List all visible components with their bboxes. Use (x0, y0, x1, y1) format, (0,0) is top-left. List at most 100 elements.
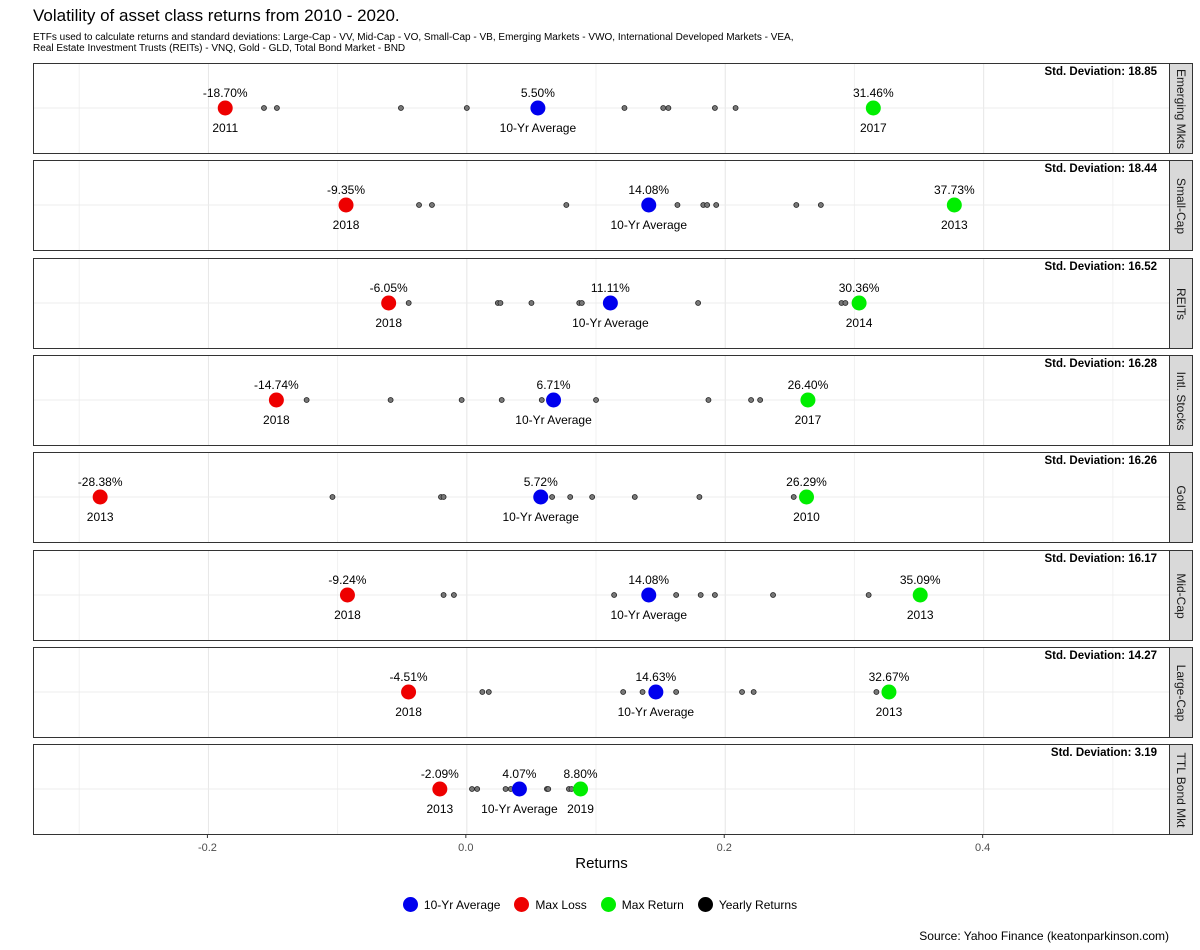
yearly-return-point (458, 397, 465, 403)
yearly-return-point (757, 397, 764, 403)
std-deviation-label: Std. Deviation: 16.26 (1045, 455, 1157, 467)
max-loss-point (432, 781, 448, 797)
average-value: 14.08% (628, 573, 669, 587)
x-tick-label: -0.2 (198, 842, 217, 854)
strip-small-cap: Small-Cap (1169, 160, 1193, 251)
std-deviation-label: Std. Deviation: 16.17 (1045, 553, 1157, 565)
max-loss-year: 2011 (212, 121, 238, 135)
source-caption: Source: Yahoo Finance (keatonparkinson.c… (919, 929, 1169, 943)
panel-emerging-mkts: Std. Deviation: 18.85 -18.70% 2011 5.50% 10-… (33, 63, 1170, 154)
yearly-return-point (639, 689, 646, 695)
yearly-return-point (739, 689, 745, 695)
average-value: 14.63% (636, 670, 677, 684)
max-loss-point (217, 100, 233, 116)
strip-emerging-mkts: Emerging Mkts (1169, 63, 1193, 154)
std-deviation-label: Std. Deviation: 18.44 (1045, 163, 1158, 175)
yearly-return-point (631, 494, 638, 500)
strip-label-mid-cap: Mid-Cap (1174, 572, 1188, 619)
std-deviation-label: Std. Deviation: 18.85 (1045, 66, 1158, 78)
average-label: 10-Yr Average (618, 705, 695, 719)
x-tick-label: 0.0 (458, 842, 473, 854)
legend-loss-label: Max Loss (535, 897, 587, 912)
max-loss-value: -14.74% (254, 378, 299, 392)
yearly-return-point (842, 300, 849, 306)
panel-plot-small-cap: Std. Deviation: 18.44 -9.35% 2018 14.08% 10-… (34, 161, 1169, 250)
average-value: 14.08% (628, 183, 669, 197)
average-point (641, 587, 657, 603)
max-loss-year: 2018 (395, 705, 422, 719)
legend-item-loss: Max Loss (514, 897, 587, 912)
max-loss-value: -2.09% (421, 767, 459, 781)
yearly-return-point (502, 786, 509, 792)
max-loss-year: 2018 (263, 413, 290, 427)
max-return-point (573, 781, 589, 797)
std-deviation-label: Std. Deviation: 3.19 (1051, 747, 1157, 759)
max-return-point (799, 489, 815, 505)
yearly-return-point (538, 397, 545, 403)
max-return-value: 31.46% (853, 86, 894, 100)
panel-plot-ttl-bond-mkt: Std. Deviation: 3.19 -2.09% 2013 4.07% 10-Yr… (34, 745, 1169, 834)
yearly-return-point (528, 300, 535, 306)
yearly-return-point (673, 592, 680, 598)
max-loss-value: -9.35% (327, 183, 365, 197)
panel-small-cap: Std. Deviation: 18.44 -9.35% 2018 14.08% 10-… (33, 160, 1170, 251)
yearly-return-point (589, 494, 596, 500)
legend-item-max: Max Return (600, 897, 684, 912)
max-return-year: 2013 (941, 218, 968, 232)
average-value: 4.07% (502, 767, 536, 781)
yearly-return-point (793, 202, 800, 208)
yearly-return-point (770, 592, 776, 598)
chart-title: Volatility of asset class returns from 2… (33, 6, 400, 25)
average-label: 10-Yr Average (515, 413, 592, 427)
max-return-year: 2013 (907, 608, 934, 622)
yearly-return-point (485, 689, 492, 695)
max-loss-value: -28.38% (78, 475, 123, 489)
max-return-year: 2019 (567, 802, 594, 816)
strip-label-emerging-mkts: Emerging Mkts (1174, 68, 1188, 149)
average-point (641, 197, 657, 213)
yearly-return-point (674, 202, 681, 208)
max-loss-value: -18.70% (203, 86, 248, 100)
average-point (511, 781, 527, 797)
yearly-return-point (697, 592, 704, 598)
strip-ttl-bond-mkt: TTL Bond Mkt (1169, 744, 1193, 835)
max-loss-point (401, 684, 417, 700)
yearly-return-point (712, 105, 718, 111)
average-label: 10-Yr Average (502, 510, 579, 524)
panel-mid-cap: Std. Deviation: 16.17 -9.24% 2018 14.08% 10-… (33, 550, 1170, 641)
legend-yearly-dot (697, 897, 713, 912)
yearly-return-point (274, 105, 280, 111)
strip-label-small-cap: Small-Cap (1174, 177, 1188, 234)
max-loss-year: 2018 (334, 608, 361, 622)
strip-reits: REITs (1169, 258, 1193, 349)
yearly-return-point (261, 105, 267, 111)
average-value: 11.11% (591, 281, 630, 295)
yearly-return-point (621, 105, 628, 111)
panel-ttl-bond-mkt: Std. Deviation: 3.19 -2.09% 2013 4.07% 10-Yr… (33, 744, 1170, 835)
strip-large-cap: Large-Cap (1169, 647, 1193, 738)
max-return-year: 2010 (793, 510, 820, 524)
yearly-return-point (429, 202, 435, 208)
legend-loss-dot (514, 897, 530, 912)
max-loss-year: 2018 (375, 316, 402, 330)
max-loss-year: 2018 (333, 218, 360, 232)
yearly-return-point (873, 689, 880, 695)
yearly-return-point (440, 592, 447, 598)
max-return-value: 26.29% (786, 475, 827, 489)
average-label: 10-Yr Average (611, 608, 688, 622)
subtitle-line-1: ETFs used to calculate returns and stand… (33, 32, 794, 43)
average-label: 10-Yr Average (572, 316, 649, 330)
subtitle-line-2: Real Estate Investment Trusts (REITs) - … (33, 43, 406, 54)
yearly-return-point (865, 592, 872, 598)
yearly-return-point (732, 105, 739, 111)
panel-plot-intl-stocks: Std. Deviation: 16.28 -14.74% 2018 6.71% 10-… (34, 356, 1169, 445)
yearly-return-point (497, 300, 504, 306)
max-return-value: 35.09% (900, 573, 941, 587)
yearly-return-point (665, 105, 672, 111)
average-value: 5.50% (521, 86, 555, 100)
average-label: 10-Yr Average (500, 121, 577, 135)
yearly-return-point (673, 689, 680, 695)
yearly-return-point (479, 689, 486, 695)
yearly-return-point (463, 105, 470, 111)
yearly-return-point (705, 397, 712, 403)
